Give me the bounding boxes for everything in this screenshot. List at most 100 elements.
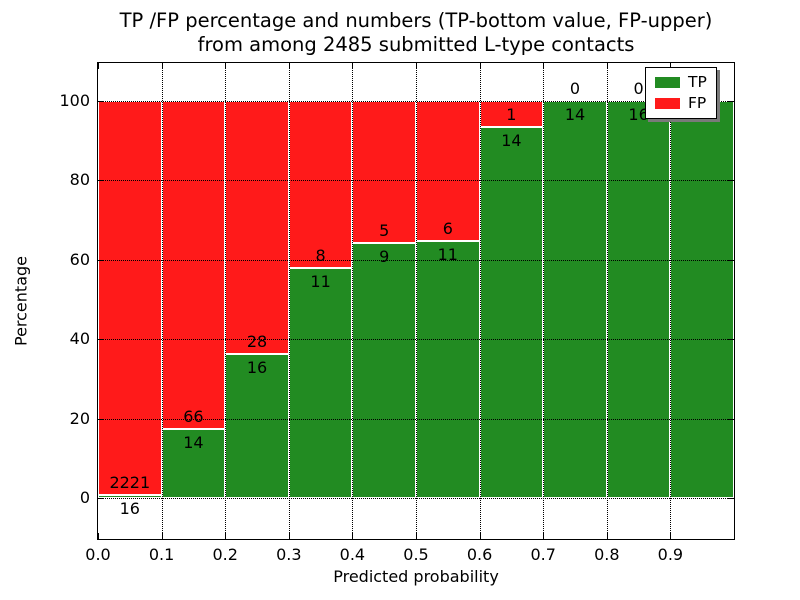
- legend: TP FP: [645, 67, 717, 119]
- x-tick-label: 0.7: [530, 545, 556, 564]
- legend-item-fp: FP: [655, 94, 707, 112]
- bar-tp-count-label: 16: [119, 499, 140, 519]
- tick-mark: [728, 498, 734, 499]
- bar-fp-segment: [416, 101, 480, 242]
- tick-mark: [728, 339, 734, 341]
- gridline: [479, 63, 481, 539]
- chart-title-line2: from among 2485 submitted L-type contact…: [197, 33, 635, 56]
- bar-fp-count-label: 28: [246, 331, 268, 351]
- tick-mark: [98, 259, 104, 261]
- gridline: [352, 63, 354, 539]
- bar-tp-segment: [479, 127, 544, 498]
- legend-label-tp: TP: [688, 73, 707, 91]
- y-tick-label: 20: [69, 408, 90, 428]
- tick-mark: [225, 63, 227, 69]
- chart-title-line1: TP /FP percentage and numbers (TP-bottom…: [119, 9, 713, 32]
- tick-mark: [479, 533, 481, 539]
- tick-mark: [161, 533, 163, 539]
- bar-tp-segment: [543, 101, 607, 498]
- bar-fp-segment: [161, 101, 226, 429]
- x-axis-label: Predicted probability: [333, 567, 499, 586]
- bar-fp-count-label: 5: [379, 220, 390, 240]
- gridline: [543, 63, 545, 539]
- tick-mark: [288, 63, 290, 69]
- tick-mark: [728, 101, 734, 102]
- bar-tp-segment: [161, 428, 226, 498]
- tick-mark: [670, 533, 672, 539]
- tick-mark: [416, 63, 417, 69]
- y-tick-label: 60: [69, 249, 90, 269]
- tick-mark: [352, 63, 354, 69]
- x-tick-label: 0.9: [657, 545, 684, 564]
- gridline: [416, 63, 417, 539]
- gridline: [225, 63, 227, 539]
- chart-title: TP /FP percentage and numbers (TP-bottom…: [97, 9, 735, 57]
- tick-mark: [479, 63, 481, 69]
- x-tick-label: 0.2: [212, 545, 238, 564]
- tick-mark: [98, 533, 99, 539]
- x-tick-label: 0.8: [594, 545, 620, 564]
- bar-fp-count-label: 66: [183, 406, 204, 426]
- tick-mark: [606, 533, 608, 539]
- bar-tp-count-label: 11: [437, 245, 458, 265]
- tick-mark: [98, 418, 104, 420]
- bar-fp-count-label: 2221: [109, 473, 151, 493]
- x-tick-label: 0.5: [403, 545, 429, 564]
- bar-tp-count-label: 14: [564, 105, 586, 124]
- x-tick-label: 0.4: [339, 545, 366, 564]
- fp-swatch-icon: [655, 98, 680, 109]
- bar-tp-count-label: 9: [379, 246, 390, 266]
- bar-fp-count-label: 8: [315, 246, 326, 266]
- legend-label-fp: FP: [688, 94, 707, 112]
- gridline: [161, 63, 163, 539]
- bar-tp-segment: [98, 495, 162, 498]
- tick-mark: [543, 533, 545, 539]
- bar-tp-segment: [606, 101, 671, 498]
- y-tick-label: 0: [79, 488, 90, 507]
- plot-area: 22211666142816811596111140140160290.00.1…: [59, 62, 735, 564]
- y-tick-label: 40: [69, 329, 90, 349]
- bar-tp-segment: [416, 241, 480, 498]
- bar-tp-count-label: 14: [183, 432, 204, 452]
- y-tick-label: 100: [59, 91, 90, 110]
- tp-swatch-icon: [655, 77, 680, 88]
- legend-item-tp: TP: [655, 73, 707, 91]
- x-tick-label: 0.3: [276, 545, 302, 564]
- tick-mark: [288, 533, 290, 539]
- tick-mark: [98, 498, 104, 499]
- bar-fp-count-label: 0: [633, 79, 644, 98]
- tick-mark: [670, 63, 672, 69]
- tick-mark: [416, 533, 417, 539]
- bar-fp-count-label: 1: [506, 105, 517, 125]
- tick-mark: [543, 63, 545, 69]
- tick-mark: [161, 63, 163, 69]
- bar-fp-count-label: 6: [442, 219, 453, 239]
- tick-mark: [728, 418, 734, 420]
- x-tick-label: 0.0: [85, 545, 111, 564]
- tick-mark: [352, 533, 354, 539]
- bar-tp-segment: [670, 101, 734, 498]
- gridline: [670, 63, 672, 539]
- tick-mark: [98, 339, 104, 341]
- y-tick-label: 80: [69, 170, 90, 190]
- x-tick-label: 0.1: [148, 545, 175, 564]
- bar-tp-count-label: 16: [246, 357, 268, 377]
- bar-fp-segment: [98, 101, 162, 496]
- gridline: [606, 63, 608, 539]
- bar-tp-count-label: 11: [310, 272, 331, 292]
- bar-tp-segment: [352, 242, 416, 498]
- tick-mark: [728, 259, 734, 261]
- bar-tp-count-label: 14: [501, 131, 522, 151]
- bar-fp-count-label: 0: [569, 79, 581, 98]
- gridline: [288, 63, 290, 539]
- tick-mark: [225, 533, 227, 539]
- bar-fp-segment: [225, 101, 289, 354]
- y-axis-label: Percentage: [11, 255, 31, 347]
- tick-mark: [728, 180, 734, 182]
- tick-mark: [606, 63, 608, 69]
- tick-mark: [98, 101, 104, 102]
- tick-mark: [98, 63, 99, 69]
- x-tick-label: 0.6: [466, 545, 493, 564]
- tick-mark: [98, 180, 104, 182]
